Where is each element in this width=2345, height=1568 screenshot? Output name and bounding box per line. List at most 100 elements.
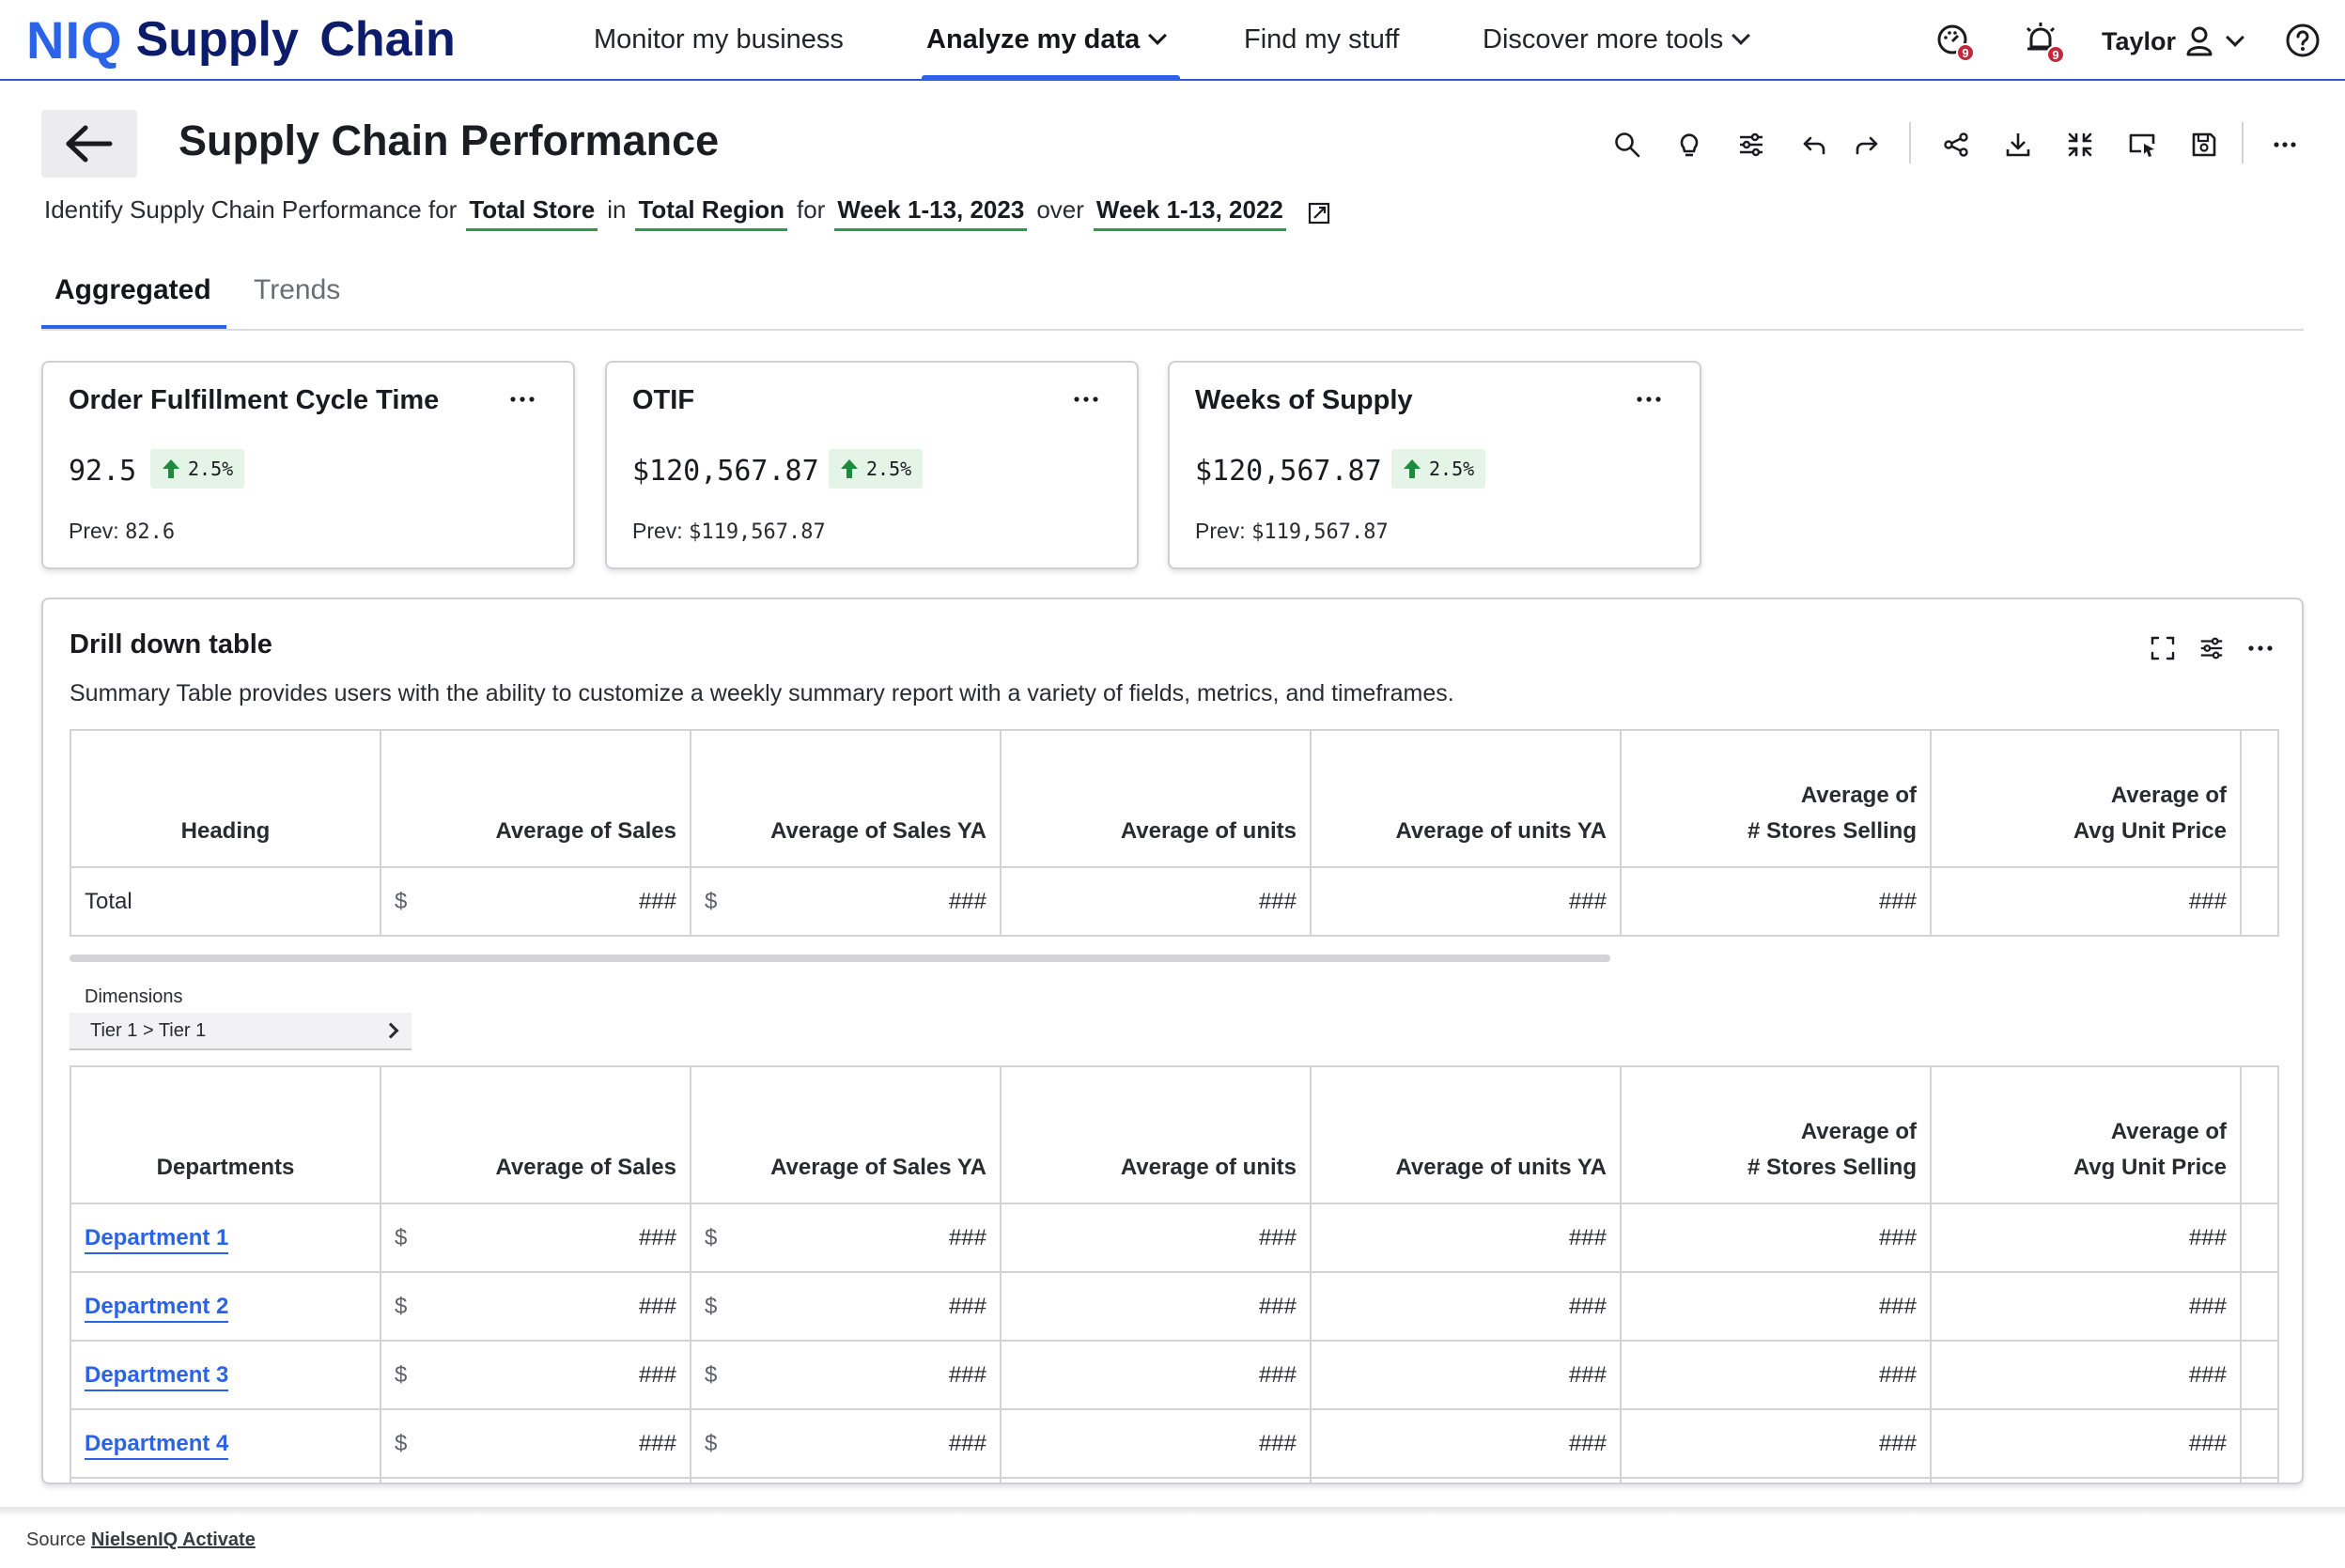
expand-icon bbox=[2151, 636, 2175, 660]
chevron-down-icon bbox=[1148, 26, 1168, 45]
nav-analyze-my-data[interactable]: Analyze my data bbox=[926, 21, 1168, 58]
kpi-delta-value: 2.5% bbox=[188, 458, 234, 480]
table-cell bbox=[690, 1477, 1002, 1483]
cell-value: ### bbox=[638, 1293, 676, 1319]
undo-button[interactable] bbox=[1794, 126, 1832, 163]
nav-monitor-my-business[interactable]: Monitor my business bbox=[594, 21, 844, 58]
table-cell: ### bbox=[1000, 1271, 1312, 1342]
kpi-prev-label: Prev: bbox=[1195, 519, 1246, 543]
user-menu[interactable]: Taylor bbox=[2102, 24, 2244, 58]
analysis-subtitle: Identify Supply Chain Performance for To… bbox=[44, 195, 1331, 231]
chevron-down-icon bbox=[2226, 28, 2244, 47]
nav-discover-more-tools[interactable]: Discover more tools bbox=[1483, 21, 1751, 58]
column-header[interactable]: Heading bbox=[70, 729, 381, 868]
cell-value: ### bbox=[948, 888, 986, 914]
filters-button[interactable] bbox=[1732, 126, 1770, 163]
present-button[interactable] bbox=[2123, 126, 2161, 163]
table-cell: ### bbox=[1930, 1271, 2242, 1342]
table-cell: ### bbox=[1930, 1340, 2242, 1410]
store-selector[interactable]: Total Store bbox=[466, 195, 598, 231]
product-name: Supply Chain bbox=[135, 12, 456, 67]
column-header[interactable]: Average of Avg Unit Price bbox=[1930, 729, 2242, 868]
kpi-more-button[interactable] bbox=[504, 385, 541, 413]
empty-cell bbox=[2240, 1271, 2279, 1342]
column-header[interactable]: Average of units YA bbox=[1310, 729, 1622, 868]
table-settings-button[interactable] bbox=[2195, 631, 2229, 665]
column-header[interactable]: Average of Sales YA bbox=[690, 729, 1002, 868]
kpi-title: Weeks of Supply bbox=[1195, 385, 1413, 415]
departments-table: Departments Average of Sales Average of … bbox=[70, 1065, 2279, 1483]
table-cell: ### bbox=[1310, 1340, 1622, 1410]
notifications-count-badge: 9 bbox=[1956, 43, 1975, 62]
nav-find-my-stuff[interactable]: Find my stuff bbox=[1244, 21, 1399, 58]
more-options-button[interactable] bbox=[2266, 126, 2304, 163]
department-link[interactable]: Department 3 bbox=[85, 1361, 229, 1391]
table-cell: ### bbox=[1000, 1408, 1312, 1479]
expand-button[interactable] bbox=[2146, 631, 2180, 665]
sliders-icon bbox=[1740, 132, 1763, 157]
share-button[interactable] bbox=[1937, 126, 1975, 163]
cell-value: ### bbox=[638, 1430, 676, 1456]
help-button[interactable] bbox=[2285, 23, 2321, 58]
insights-button[interactable] bbox=[1670, 126, 1708, 163]
column-header[interactable]: Departments bbox=[70, 1065, 381, 1204]
search-button[interactable] bbox=[1608, 126, 1646, 163]
department-link[interactable]: Department 2 bbox=[85, 1293, 229, 1323]
column-header[interactable]: Average of units YA bbox=[1310, 1065, 1622, 1204]
column-header[interactable]: Average of units bbox=[1000, 729, 1312, 868]
page-toolbar bbox=[1608, 122, 2304, 163]
column-header[interactable]: Average of units bbox=[1000, 1065, 1312, 1204]
edit-button[interactable] bbox=[1307, 201, 1331, 225]
tab-aggregated[interactable]: Aggregated bbox=[54, 274, 211, 305]
save-button[interactable] bbox=[2185, 126, 2223, 163]
header-line: # Stores Selling bbox=[1747, 1155, 1917, 1180]
help-icon bbox=[2286, 23, 2320, 57]
period-selector[interactable]: Week 1-13, 2023 bbox=[834, 195, 1028, 231]
tab-trends[interactable]: Trends bbox=[254, 274, 341, 305]
subtitle-for: for bbox=[796, 195, 826, 224]
column-header[interactable]: Average of Sales bbox=[380, 1065, 691, 1204]
column-header[interactable]: Average of Sales bbox=[380, 729, 691, 868]
dashboard-alert-icon bbox=[1937, 24, 1967, 54]
alerts-button[interactable]: 9 bbox=[2022, 21, 2065, 64]
column-header[interactable]: Average of # Stores Selling bbox=[1620, 729, 1932, 868]
app-logo[interactable]: NIQ Supply Chain bbox=[26, 9, 456, 70]
department-link[interactable]: Department 1 bbox=[85, 1224, 229, 1254]
currency-symbol: $ bbox=[395, 1361, 408, 1388]
download-button[interactable] bbox=[1999, 126, 2037, 163]
present-icon bbox=[2129, 133, 2155, 157]
collapse-button[interactable] bbox=[2061, 126, 2099, 163]
summary-table: Heading Average of Sales Average of Sale… bbox=[70, 729, 2279, 937]
notifications-button[interactable]: 9 bbox=[1935, 23, 1975, 62]
column-header[interactable]: Average of Sales YA bbox=[690, 1065, 1002, 1204]
kpi-more-button[interactable] bbox=[1630, 385, 1668, 413]
page-title: Supply Chain Performance bbox=[179, 116, 720, 164]
comparison-selector[interactable]: Week 1-13, 2022 bbox=[1093, 195, 1286, 231]
source-link[interactable]: NielsenIQ Activate bbox=[90, 1529, 256, 1550]
more-icon bbox=[510, 396, 535, 402]
region-selector[interactable]: Total Region bbox=[635, 195, 787, 231]
kpi-delta-badge: 2.5% bbox=[829, 449, 924, 489]
panel-more-button[interactable] bbox=[2244, 631, 2277, 665]
horizontal-scrollbar[interactable] bbox=[70, 955, 1610, 962]
kpi-title: OTIF bbox=[632, 385, 695, 415]
more-icon bbox=[2274, 142, 2296, 147]
table-cell: $ ### bbox=[690, 1203, 1002, 1273]
kpi-more-button[interactable] bbox=[1067, 385, 1105, 413]
kpi-card: OTIF $120,567.87 2.5% Prev: $119,567.87 bbox=[605, 361, 1139, 569]
redo-button[interactable] bbox=[1849, 126, 1887, 163]
kpi-delta-badge: 2.5% bbox=[1391, 449, 1486, 489]
back-button[interactable] bbox=[41, 110, 137, 178]
cell-value: ### bbox=[948, 1430, 986, 1456]
department-link[interactable]: Department 4 bbox=[85, 1430, 229, 1460]
column-header[interactable]: Average of Avg Unit Price bbox=[1930, 1065, 2242, 1204]
table-cell: ### bbox=[1930, 1408, 2242, 1479]
search-icon bbox=[1615, 132, 1640, 158]
empty-cell bbox=[2240, 1203, 2279, 1273]
arrow-left-icon bbox=[66, 125, 113, 163]
kpi-value: $120,567.87 bbox=[1195, 455, 1382, 488]
dimensions-select[interactable]: Tier 1 > Tier 1 bbox=[70, 1013, 412, 1050]
column-header[interactable]: Average of # Stores Selling bbox=[1620, 1065, 1932, 1204]
panel-toolbar bbox=[2146, 631, 2287, 665]
table-row-partial bbox=[70, 1477, 2279, 1483]
